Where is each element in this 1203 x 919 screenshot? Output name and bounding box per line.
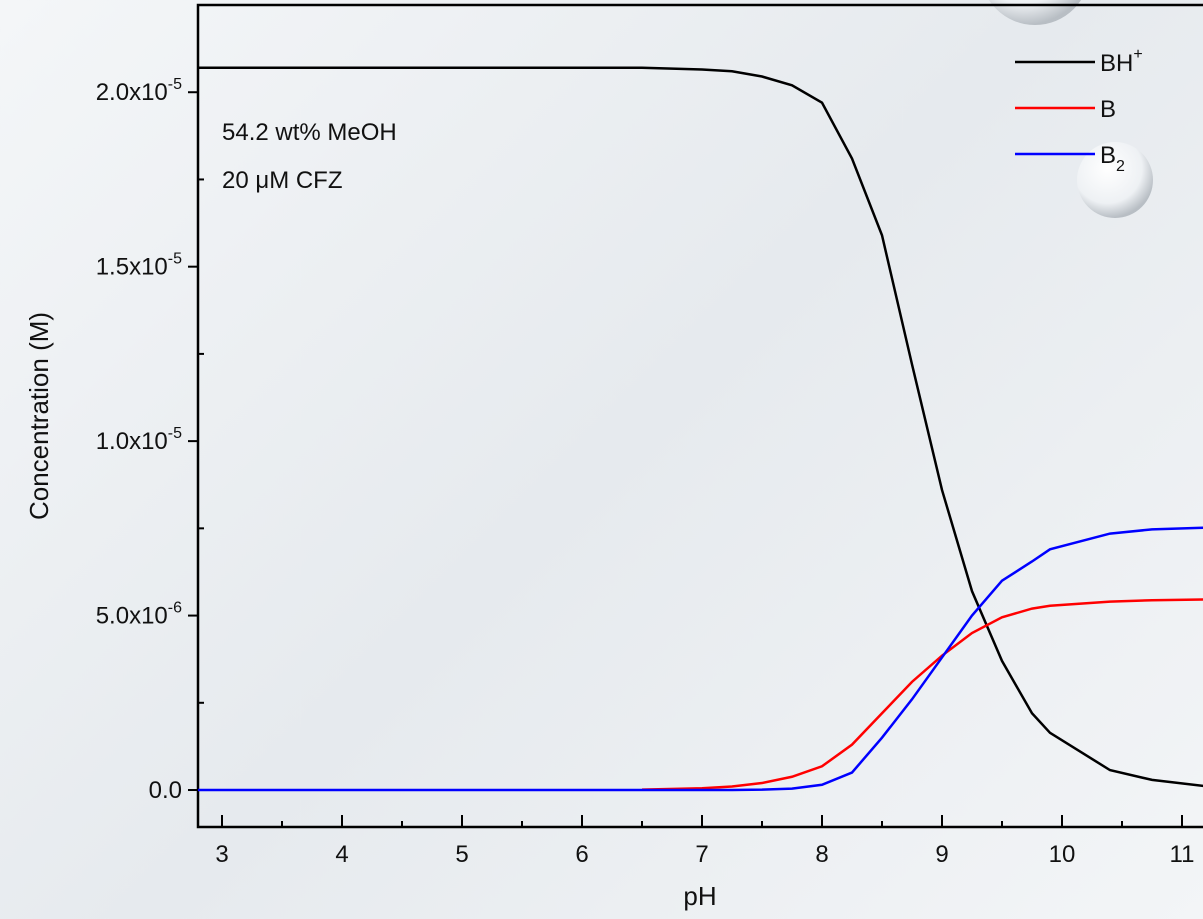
y-tick-label: 1.5x10-5 <box>96 251 182 281</box>
y-tick-label-exponent: -5 <box>168 251 182 268</box>
x-tick-label: 7 <box>695 841 708 868</box>
x-tick-label: 10 <box>1049 841 1076 868</box>
x-axis-title: pH <box>683 881 716 911</box>
y-tick-label-exponent: -5 <box>168 76 182 93</box>
y-tick-label-exponent: -6 <box>168 600 182 617</box>
legend-label-base: BH <box>1100 50 1133 77</box>
data-line <box>198 526 1203 792</box>
legend-label: BH+ <box>1100 46 1143 77</box>
x-tick-label: 11 <box>1170 841 1195 868</box>
x-tick-label: 3 <box>215 841 228 868</box>
y-axis-title: Concentration (M) <box>24 312 54 520</box>
x-tick-label: 5 <box>455 841 468 868</box>
annotation: 20 μM CFZ <box>222 167 343 194</box>
x-tick-label: 9 <box>935 841 948 868</box>
legend-label-subscript: 2 <box>1116 158 1125 175</box>
y-tick-label-base: 1.5x10 <box>96 254 168 281</box>
y-tick-label-base: 2.0x10 <box>96 79 168 106</box>
legend-label-base: B <box>1100 96 1116 123</box>
x-tick-label: 4 <box>335 841 348 868</box>
data-line <box>641 598 1203 791</box>
legend-label: B <box>1100 96 1116 123</box>
y-tick-label-exponent: -5 <box>168 425 182 442</box>
annotation: 54.2 wt% MeOH <box>222 119 397 146</box>
y-tick-label: 0.0 <box>149 777 182 804</box>
x-tick-label: 6 <box>575 841 588 868</box>
y-tick-label-base: 0.0 <box>149 777 182 804</box>
y-tick-label: 2.0x10-5 <box>96 76 182 106</box>
y-tick-label-base: 5.0x10 <box>96 603 168 630</box>
legend-label-base: B <box>1100 142 1116 169</box>
x-tick-label: 8 <box>815 841 828 868</box>
data-line <box>198 66 1203 788</box>
legend-label-superscript: + <box>1133 46 1142 63</box>
y-tick-label: 1.0x10-5 <box>96 425 182 455</box>
y-tick-label: 5.0x10-6 <box>96 600 182 630</box>
y-tick-label-base: 1.0x10 <box>96 428 168 455</box>
legend-label: B2 <box>1100 142 1125 175</box>
decor-bubble <box>1077 142 1153 218</box>
